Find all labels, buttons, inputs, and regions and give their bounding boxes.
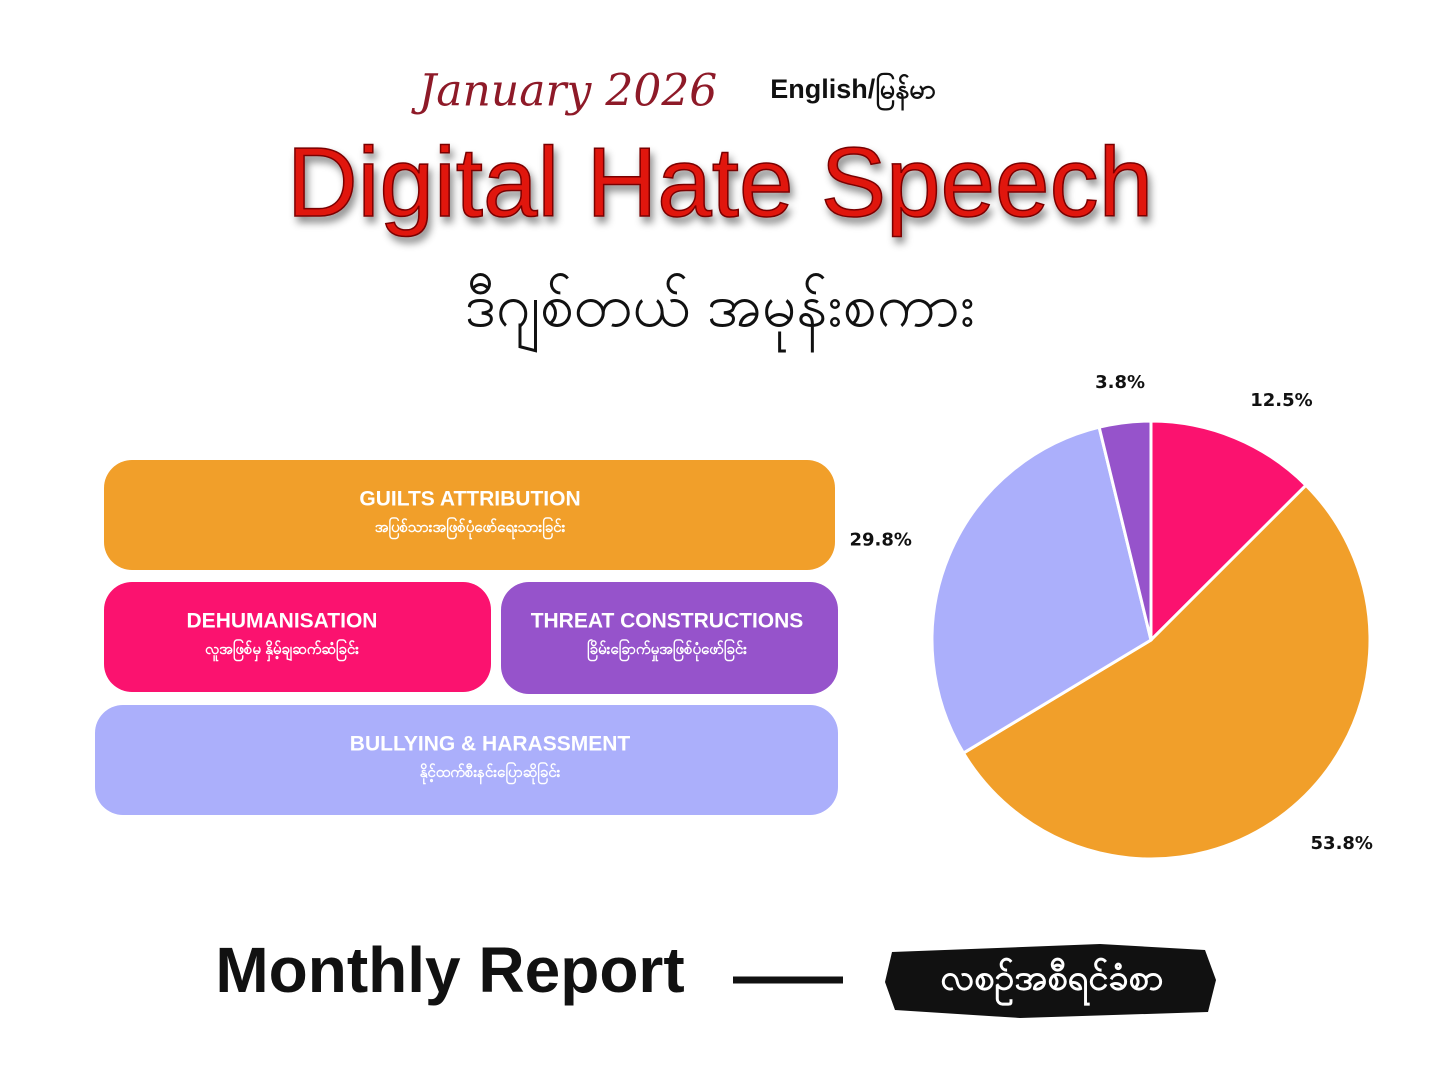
- pie-slice: [961, 483, 1372, 861]
- legend-box: [95, 705, 838, 815]
- legend-label: BULLYING & HARASSMENT: [350, 733, 631, 756]
- pie-slice: [1149, 419, 1309, 644]
- legend-label: THREAT CONSTRUCTIONS: [531, 610, 804, 633]
- pie-slice: [1097, 419, 1153, 641]
- value-label: 29.8%: [849, 529, 911, 550]
- legend-box: [104, 582, 491, 692]
- value-label: 53.8%: [1311, 833, 1373, 854]
- legend-label: DEHUMANISATION: [187, 610, 378, 633]
- legend-box: [104, 460, 835, 570]
- pie-chart: 12.5% 53.8% 29.8% 3.8%: [849, 372, 1373, 861]
- date: January 2026: [411, 66, 718, 117]
- report-title: Monthly Report: [215, 934, 684, 1006]
- legend-box: [501, 582, 838, 694]
- legend-label: GUILTS ATTRIBUTION: [359, 488, 580, 511]
- pie-slice: [930, 425, 1153, 756]
- value-label: 3.8%: [1095, 372, 1145, 393]
- value-label: 12.5%: [1250, 390, 1312, 411]
- brush-background: [885, 944, 1216, 1018]
- title: Digital Hate Speech: [287, 127, 1153, 237]
